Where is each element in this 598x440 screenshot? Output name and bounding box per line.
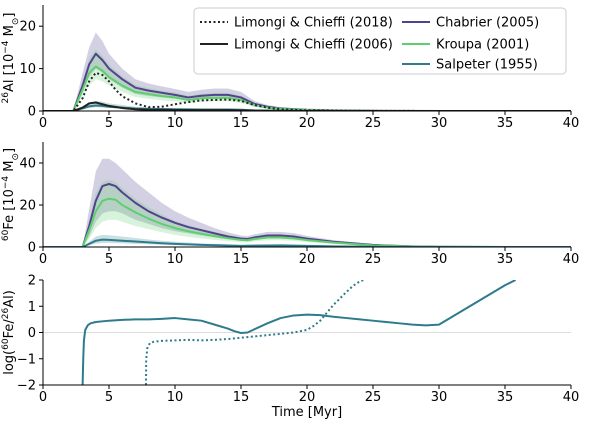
x-tick-label: 30 [431, 252, 448, 267]
x-tick-label: 0 [39, 116, 47, 131]
y-tick-label: 10 [19, 62, 36, 77]
y-axis-label: log(60Fe/26Al) [1, 290, 17, 375]
y-tick-label: 0 [28, 326, 36, 341]
band-al26-0 [43, 32, 571, 111]
y-label-part: Fe [10 [2, 189, 17, 230]
legend: Limongi & Chieffi (2018) Chabrier (2005) L… [193, 7, 567, 75]
x-tick-label: 0 [39, 252, 47, 267]
x-tick-label: 25 [365, 390, 382, 405]
legend-box [193, 7, 567, 75]
y-label-part: Fe/ [2, 319, 17, 339]
x-tick-label: 10 [167, 390, 184, 405]
y-axis-label: 26Al [10−4 M⊙] [1, 13, 21, 104]
x-tick-label: 40 [563, 252, 580, 267]
x-tick-label: 0 [39, 390, 47, 405]
x-tick-label: 10 [167, 116, 184, 131]
x-tick-label: 30 [431, 390, 448, 405]
series-line-fe60-2 [43, 238, 571, 247]
x-tick-label: 35 [497, 252, 514, 267]
x-tick-label: 25 [365, 252, 382, 267]
series-line-al26-3 [43, 71, 571, 111]
x-tick-label: 30 [431, 116, 448, 131]
y-label-part: −4 [1, 176, 11, 190]
x-axis-label: Time [Myr] [271, 405, 342, 420]
x-tick-label: 25 [365, 116, 382, 131]
y-tick-label: 20 [19, 199, 36, 214]
y-tick-label: 1 [28, 300, 36, 315]
x-tick-label: 15 [233, 390, 250, 405]
y-label-part: ] [2, 13, 17, 18]
y-tick-label: 0 [28, 241, 36, 256]
y-tick-label: −2 [17, 379, 36, 394]
y-axis-label: 60Fe [10−4 M⊙] [1, 148, 21, 241]
legend-label: Limongi & Chieffi (2006) [234, 38, 393, 53]
y-label-part: 60 [1, 229, 11, 241]
legend-label: Limongi & Chieffi (2018) [234, 16, 393, 31]
x-tick-label: 15 [233, 116, 250, 131]
y-label-part: M [2, 161, 17, 176]
y-label-part: 26 [1, 308, 11, 320]
y-tick-label: 40 [19, 157, 36, 172]
y-label-part: ] [2, 148, 17, 153]
x-tick-label: 5 [105, 116, 113, 131]
y-label-part: 26 [1, 92, 11, 104]
band-fe60-1 [43, 179, 571, 247]
legend-label: Chabrier (2005) [436, 16, 539, 31]
legend-label: Kroupa (2001) [436, 38, 529, 53]
y-label-part: 60 [1, 338, 11, 350]
x-tick-label: 40 [563, 116, 580, 131]
series-line-ratio-0 [81, 280, 517, 385]
y-label-part: Al) [2, 290, 17, 308]
y-label-part: −4 [1, 40, 11, 54]
panel-ratio: 0 5 10 15 20 25 30 35 40 −2 −1 0 1 2 log(60Fe/26Al) Tim… [1, 274, 579, 421]
y-label-part: Al [10 [2, 54, 17, 92]
y-label-part: ⊙ [11, 18, 21, 26]
x-tick-label: 35 [497, 390, 514, 405]
y-label-part: M [2, 25, 17, 40]
y-tick-label: 0 [28, 105, 36, 120]
x-tick-label: 5 [105, 252, 113, 267]
band-fe60-0 [43, 158, 571, 247]
x-tick-label: 40 [563, 390, 580, 405]
x-tick-label: 10 [167, 252, 184, 267]
x-tick-label: 20 [299, 116, 316, 131]
series-line-ratio-1 [144, 280, 365, 385]
x-tick-label: 20 [299, 252, 316, 267]
y-tick-label: 2 [28, 274, 36, 289]
x-tick-label: 35 [497, 116, 514, 131]
x-tick-label: 5 [105, 390, 113, 405]
plot-area [43, 158, 571, 247]
y-tick-label: −1 [17, 352, 36, 367]
plot-area [81, 280, 517, 385]
y-tick-label: 20 [19, 20, 36, 35]
series-line-fe60-1 [43, 197, 571, 247]
y-label-part: ⊙ [11, 153, 21, 161]
y-label-part: log( [2, 350, 17, 375]
legend-label: Salpeter (1955) [436, 58, 538, 73]
x-tick-label: 20 [299, 390, 316, 405]
x-tick-label: 15 [233, 252, 250, 267]
